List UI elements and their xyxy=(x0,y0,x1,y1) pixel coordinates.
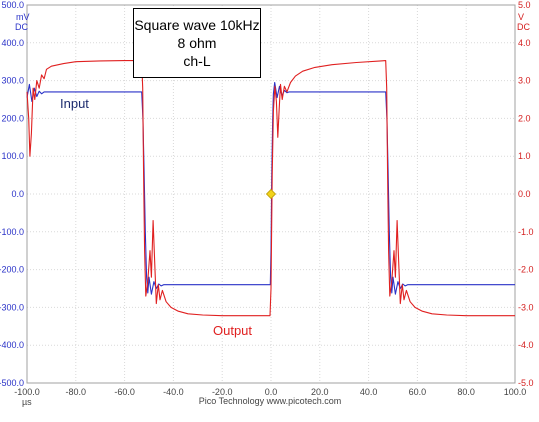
right-tick-label: 1.0 xyxy=(518,151,531,161)
right-axis-coupling: DC xyxy=(517,22,530,32)
left-tick-label: 400.0 xyxy=(1,38,24,48)
x-tick-label: -80.0 xyxy=(66,387,87,397)
left-axis-unit: mV xyxy=(16,12,30,22)
left-tick-label: 100.0 xyxy=(1,151,24,161)
x-axis-unit: µs xyxy=(22,397,32,407)
output-annotation: Output xyxy=(213,323,252,338)
left-tick-label: 500.0 xyxy=(1,0,24,10)
right-tick-label: -2.0 xyxy=(518,265,534,275)
left-tick-label: 0.0 xyxy=(11,189,24,199)
x-tick-label: -40.0 xyxy=(163,387,184,397)
x-tick-label: -20.0 xyxy=(212,387,233,397)
left-tick-label: 200.0 xyxy=(1,113,24,123)
trigger-marker xyxy=(265,188,277,200)
right-tick-label: 3.0 xyxy=(518,76,531,86)
right-axis-ticks: 5.0 4.0 3.0 2.0 1.0 0.0 -1.0 -2.0 -3.0 -4.0 -5.0 xyxy=(518,0,534,388)
right-tick-label: -1.0 xyxy=(518,227,534,237)
left-tick-label: -400.0 xyxy=(0,340,24,350)
x-tick-label: 60.0 xyxy=(409,387,427,397)
input-annotation: Input xyxy=(60,96,89,111)
left-axis-ticks: 500.0 400.0 300.0 200.0 100.0 0.0 -100.0 -200.0… xyxy=(0,0,24,388)
right-tick-label: 5.0 xyxy=(518,0,531,10)
left-tick-label: -300.0 xyxy=(0,302,24,312)
x-tick-label: 100.0 xyxy=(504,387,527,397)
x-tick-label: -100.0 xyxy=(14,387,40,397)
x-axis-ticks: -100.0 -80.0 -60.0 -40.0 -20.0 0.0 20.0 40.0 60.… xyxy=(14,387,526,397)
left-tick-label: 300.0 xyxy=(1,76,24,86)
x-tick-label: 0.0 xyxy=(265,387,278,397)
footer-credit: Pico Technology www.picotech.com xyxy=(199,396,341,406)
right-tick-label: -5.0 xyxy=(518,378,534,388)
left-tick-label: -100.0 xyxy=(0,227,24,237)
x-tick-label: -60.0 xyxy=(114,387,135,397)
traces xyxy=(26,60,515,317)
left-axis-coupling: DC xyxy=(15,22,28,32)
right-tick-label: -3.0 xyxy=(518,302,534,312)
title-line-1: Square wave 10kHz xyxy=(134,17,260,33)
left-tick-label: -500.0 xyxy=(0,378,24,388)
x-tick-label: 80.0 xyxy=(457,387,475,397)
chart-title-box: Square wave 10kHz 8 ohm ch-L xyxy=(133,8,261,78)
right-tick-label: 2.0 xyxy=(518,113,531,123)
title-line-3: ch-L xyxy=(183,53,211,69)
right-tick-label: 0.0 xyxy=(518,189,531,199)
title-line-2: 8 ohm xyxy=(177,35,217,51)
left-tick-label: -200.0 xyxy=(0,265,24,275)
input-trace xyxy=(26,81,515,295)
right-axis-unit: V xyxy=(518,12,524,22)
right-tick-label: -4.0 xyxy=(518,340,534,350)
x-tick-label: 40.0 xyxy=(360,387,378,397)
output-trace xyxy=(26,60,515,317)
plot-frame xyxy=(26,4,516,384)
right-tick-label: 4.0 xyxy=(518,38,531,48)
x-tick-label: 20.0 xyxy=(311,387,329,397)
